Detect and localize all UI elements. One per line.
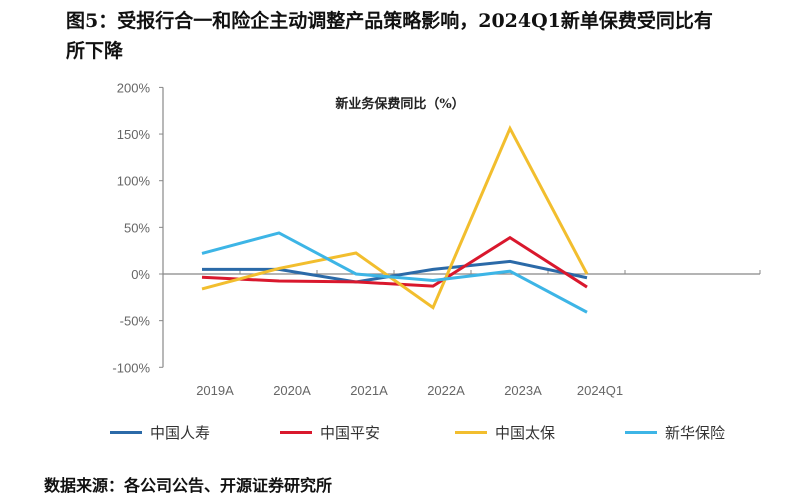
legend: 中国人寿 中国平安 中国太保 新华保险 bbox=[0, 420, 800, 444]
legend-label: 新华保险 bbox=[665, 422, 725, 443]
legend-swatch bbox=[280, 431, 312, 434]
legend-item: 新华保险 bbox=[625, 422, 725, 443]
legend-item: 中国人寿 bbox=[110, 422, 210, 443]
x-tick-label: 2023A bbox=[504, 383, 542, 398]
chart-title: 新业务保费同比（%） bbox=[335, 96, 464, 112]
legend-label: 中国太保 bbox=[495, 422, 555, 443]
y-tick-label: 200% bbox=[117, 80, 151, 95]
y-tick-label: 150% bbox=[117, 127, 151, 142]
x-tick-label: 2021A bbox=[350, 383, 388, 398]
source-note: 数据来源：各公司公告、开源证券研究所 bbox=[44, 472, 332, 496]
y-tick-label: -100% bbox=[112, 360, 150, 375]
y-tick-label: -50% bbox=[120, 314, 151, 329]
y-tick-label: 0% bbox=[131, 267, 150, 282]
legend-swatch bbox=[625, 431, 657, 434]
x-tick-label: 2019A bbox=[196, 383, 234, 398]
y-tick-label: 50% bbox=[124, 220, 150, 235]
legend-label: 中国平安 bbox=[320, 422, 380, 443]
x-tick-label: 2020A bbox=[273, 383, 311, 398]
legend-swatch bbox=[455, 431, 487, 434]
legend-swatch bbox=[110, 431, 142, 434]
line-chart: 新业务保费同比（%） 200% 150% 100% 50% 0% -50% -100% 201… bbox=[0, 0, 800, 420]
x-tick-label: 2024Q1 bbox=[577, 383, 623, 398]
legend-item: 中国太保 bbox=[455, 422, 555, 443]
y-tick-label: 100% bbox=[117, 174, 151, 189]
legend-item: 中国平安 bbox=[280, 422, 380, 443]
x-tick-label: 2022A bbox=[427, 383, 465, 398]
legend-label: 中国人寿 bbox=[150, 422, 210, 443]
